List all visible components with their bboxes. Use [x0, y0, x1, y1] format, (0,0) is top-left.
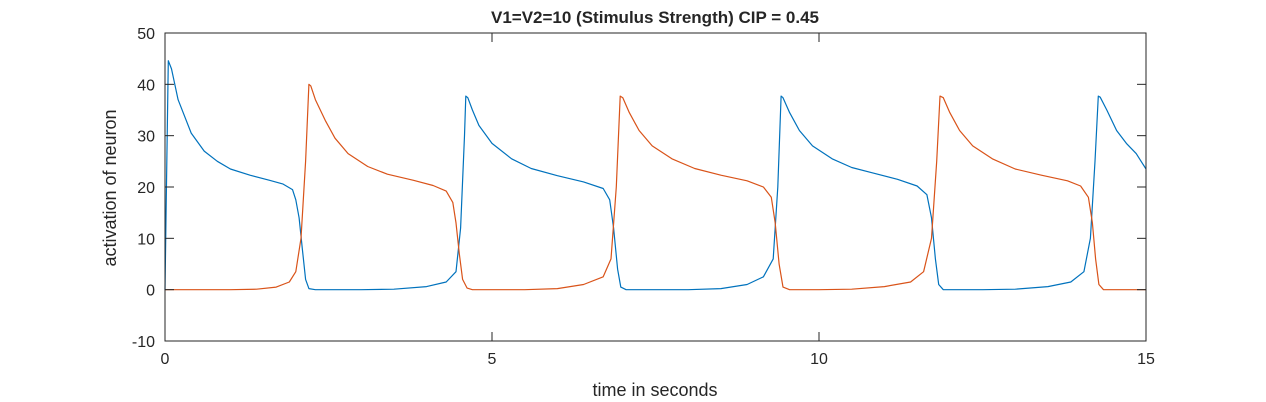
series-line-2	[165, 83, 1146, 291]
chart-title: V1=V2=10 (Stimulus Strength) CIP = 0.45	[491, 8, 819, 27]
y-tick-label: 50	[137, 26, 155, 43]
tick-layer: 0 5 10 15 -10 0 10 20 30 40 50	[132, 26, 1155, 368]
y-tick-label: 10	[137, 231, 155, 248]
y-tick-label: 0	[146, 283, 155, 300]
y-tick-label: 20	[137, 180, 155, 197]
y-tick-label: 30	[137, 129, 155, 146]
series-line-1	[164, 60, 1147, 291]
series-layer	[164, 60, 1147, 291]
x-tick-label: 0	[161, 351, 170, 368]
x-tick-label: 5	[488, 351, 497, 368]
y-tick-label: 40	[137, 77, 155, 94]
y-axis-label: activation of neuron	[100, 109, 120, 266]
x-tick-label: 10	[810, 351, 828, 368]
y-tick-label: -10	[132, 334, 155, 351]
x-axis-label: time in seconds	[592, 380, 717, 400]
x-tick-label: 15	[1137, 351, 1155, 368]
